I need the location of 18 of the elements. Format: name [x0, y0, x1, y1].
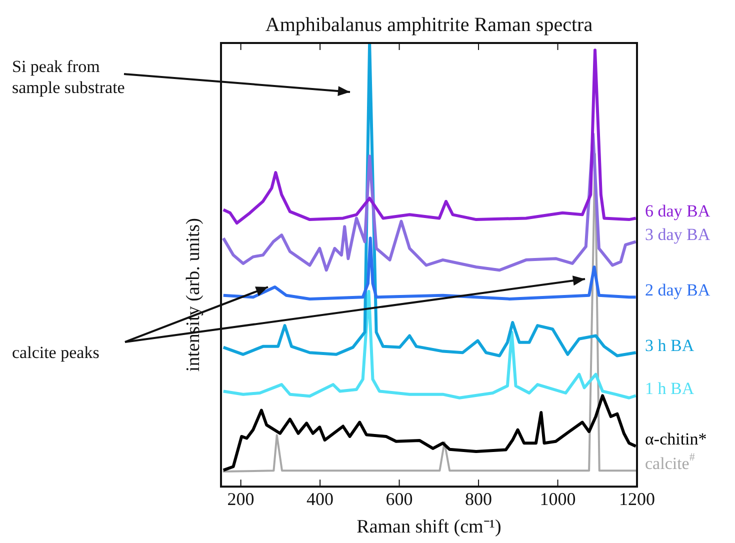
text: Si peak from sample substrate [12, 56, 125, 98]
y-axis-title: intensity (arb. units) [183, 218, 204, 372]
chart-title: Amphibalanus amphitrite Raman spectra [265, 14, 593, 36]
series-label: 6 day BA [645, 202, 711, 221]
series-label: calcite# [645, 452, 696, 474]
series-label: 2 day BA [645, 280, 711, 300]
x-tick-label: 800 [465, 489, 492, 510]
x-tick-label: 1000 [540, 489, 576, 510]
series-label: 3 day BA [645, 225, 711, 244]
x-tick-label: 200 [227, 489, 254, 510]
series-label: 1 h BA [645, 379, 695, 398]
x-tick-label: 600 [386, 489, 413, 510]
x-tick-label: 400 [306, 489, 334, 510]
x-tick-label: 1200 [619, 489, 655, 510]
text: calcite peaks [12, 342, 100, 363]
series-label: 3 h BA [645, 336, 695, 356]
x-axis-title: Raman shift (cm⁻¹) [356, 516, 502, 538]
series-label: α-chitin* [645, 430, 707, 449]
